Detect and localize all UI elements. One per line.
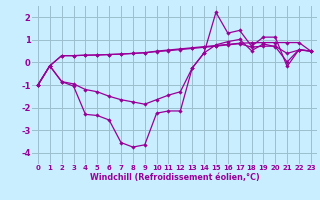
X-axis label: Windchill (Refroidissement éolien,°C): Windchill (Refroidissement éolien,°C) [90,173,259,182]
